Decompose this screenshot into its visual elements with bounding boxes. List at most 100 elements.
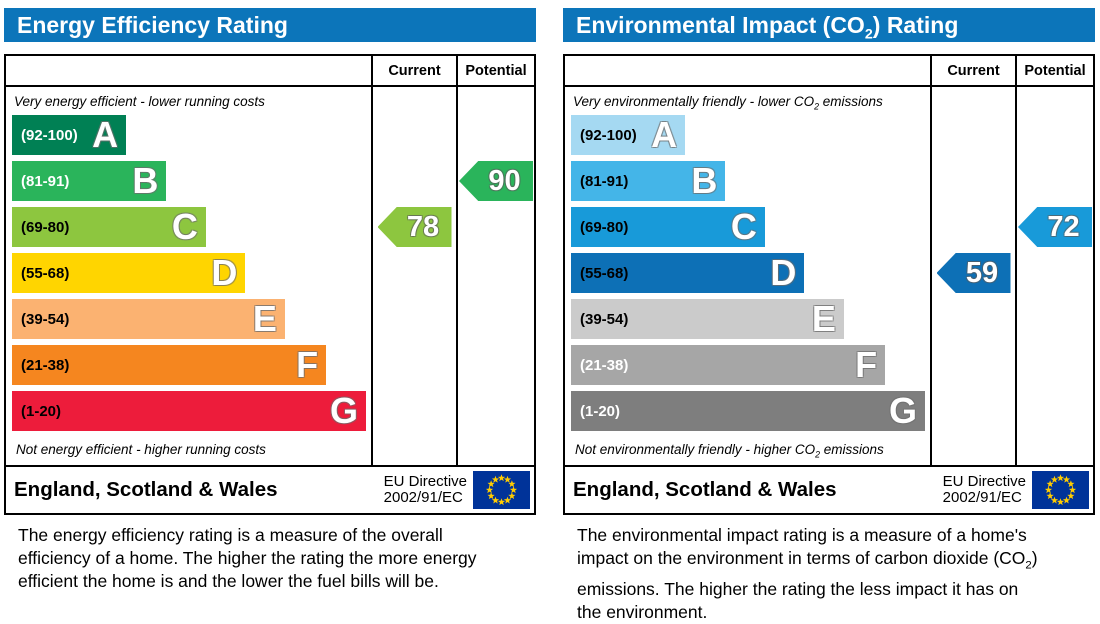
band-letter: G	[329, 390, 358, 431]
chart-footer: England, Scotland & Wales EU Directive 2…	[565, 465, 1093, 513]
rating-band-d: (55-68) D	[12, 252, 246, 293]
empty-header-cell	[565, 56, 930, 85]
band-range-label: (92-100)	[580, 126, 637, 144]
band-row-c: (69-80) C	[12, 207, 371, 247]
band-range-label: (81-91)	[21, 172, 70, 190]
rating-band-f: (21-38) F	[12, 344, 327, 385]
rating-band-f: (21-38) F	[571, 344, 886, 385]
band-letter: B	[691, 160, 718, 201]
potential-score-column: 72	[1015, 87, 1093, 465]
current-column-header: Current	[930, 56, 1015, 85]
environmental-impact-title: Environmental Impact (CO2) Rating	[563, 8, 1095, 43]
band-letter: B	[132, 160, 159, 201]
energy-efficiency-description: The energy efficiency rating is a measur…	[18, 525, 477, 591]
current-column-header: Current	[371, 56, 456, 85]
band-letter: C	[730, 206, 757, 247]
band-range-label: (69-80)	[580, 218, 629, 236]
potential-rating-value: 90	[488, 164, 521, 197]
band-range-label: (92-100)	[21, 126, 78, 144]
chart-footer: England, Scotland & Wales EU Directive 2…	[6, 465, 534, 513]
band-range-label: (55-68)	[580, 264, 629, 282]
rating-bands-column: Very energy efficient - lower running co…	[6, 87, 371, 465]
environmental-impact-panel: Environmental Impact (CO2) Rating Curren…	[563, 8, 1095, 624]
band-range-label: (39-54)	[580, 310, 629, 328]
current-rating-arrow: 78	[377, 207, 452, 247]
potential-column-header: Potential	[1015, 56, 1093, 85]
band-letter: A	[651, 114, 678, 155]
rating-band-d: (55-68) D	[571, 252, 805, 293]
rating-band-g: (1-20) G	[12, 391, 366, 431]
band-row-g: (1-20) G	[12, 391, 371, 431]
rating-band-a: (92-100) A	[571, 114, 686, 155]
energy-efficiency-panel: Energy Efficiency Rating Current Potenti…	[4, 8, 536, 624]
band-range-label: (81-91)	[580, 172, 629, 190]
band-letter: C	[171, 206, 198, 247]
chart-body: Very environmentally friendly - lower CO…	[565, 87, 1093, 465]
top-caption: Very environmentally friendly - lower CO…	[573, 94, 883, 112]
environmental-impact-chart: Current Potential Very environmentally f…	[563, 54, 1095, 515]
eu-directive-label: EU Directive 2002/91/EC	[383, 473, 467, 506]
band-row-d: (55-68) D	[571, 253, 930, 293]
eu-flag-icon	[473, 471, 530, 509]
band-range-label: (55-68)	[21, 264, 70, 282]
band-range-label: (21-38)	[21, 356, 70, 374]
band-row-e: (39-54) E	[571, 299, 930, 339]
potential-rating-arrow: 90	[459, 161, 533, 201]
current-score-column: 59	[930, 87, 1015, 465]
band-letter: A	[92, 114, 119, 155]
band-range-label: (1-20)	[580, 402, 621, 420]
band-row-b: (81-91) B	[571, 161, 930, 201]
band-row-g: (1-20) G	[571, 391, 930, 431]
rating-band-a: (92-100) A	[12, 114, 127, 155]
energy-efficiency-chart: Current Potential Very energy efficient …	[4, 54, 536, 515]
rating-band-g: (1-20) G	[571, 391, 925, 431]
rating-band-e: (39-54) E	[571, 299, 844, 339]
column-header-row: Current Potential	[6, 56, 534, 87]
band-letter: E	[252, 298, 277, 339]
eu-flag-icon	[1032, 471, 1089, 509]
band-row-d: (55-68) D	[12, 253, 371, 293]
environmental-impact-description: The environmental impact rating is a mea…	[577, 525, 1038, 622]
band-row-b: (81-91) B	[12, 161, 371, 201]
chart-body: Very energy efficient - lower running co…	[6, 87, 534, 465]
empty-header-cell	[6, 56, 371, 85]
potential-column-header: Potential	[456, 56, 534, 85]
eu-directive-label: EU Directive 2002/91/EC	[942, 473, 1026, 506]
potential-score-column: 90	[456, 87, 534, 465]
current-rating-value: 59	[965, 256, 999, 289]
band-range-label: (21-38)	[580, 356, 629, 374]
current-rating-arrow: 59	[936, 253, 1011, 293]
current-score-column: 78	[371, 87, 456, 465]
bottom-caption: Not energy efficient - higher running co…	[16, 442, 266, 457]
potential-rating-arrow: 72	[1018, 207, 1092, 247]
rating-bands-column: Very environmentally friendly - lower CO…	[565, 87, 930, 465]
band-range-label: (69-80)	[21, 218, 70, 236]
region-label: England, Scotland & Wales	[14, 478, 278, 501]
band-letter: D	[770, 252, 797, 293]
band-letter: F	[855, 344, 878, 385]
rating-band-b: (81-91) B	[12, 160, 167, 201]
band-range-label: (39-54)	[21, 310, 70, 328]
current-rating-value: 78	[406, 210, 440, 243]
band-letter: G	[888, 390, 917, 431]
band-row-a: (92-100) A	[571, 115, 930, 155]
band-row-e: (39-54) E	[12, 299, 371, 339]
rating-band-c: (69-80) C	[571, 207, 765, 247]
potential-rating-value: 72	[1047, 210, 1080, 243]
top-caption: Very energy efficient - lower running co…	[14, 94, 265, 109]
band-letter: F	[296, 344, 319, 385]
rating-band-c: (69-80) C	[12, 207, 206, 247]
band-range-label: (1-20)	[21, 402, 62, 420]
band-letter: D	[211, 252, 238, 293]
band-letter: E	[811, 298, 836, 339]
band-row-c: (69-80) C	[571, 207, 930, 247]
bottom-caption: Not environmentally friendly - higher CO…	[575, 442, 884, 460]
band-row-f: (21-38) F	[571, 345, 930, 385]
rating-band-e: (39-54) E	[12, 299, 285, 339]
region-label: England, Scotland & Wales	[573, 478, 837, 501]
band-row-a: (92-100) A	[12, 115, 371, 155]
band-row-f: (21-38) F	[12, 345, 371, 385]
column-header-row: Current Potential	[565, 56, 1093, 87]
energy-efficiency-title: Energy Efficiency Rating	[4, 8, 536, 42]
